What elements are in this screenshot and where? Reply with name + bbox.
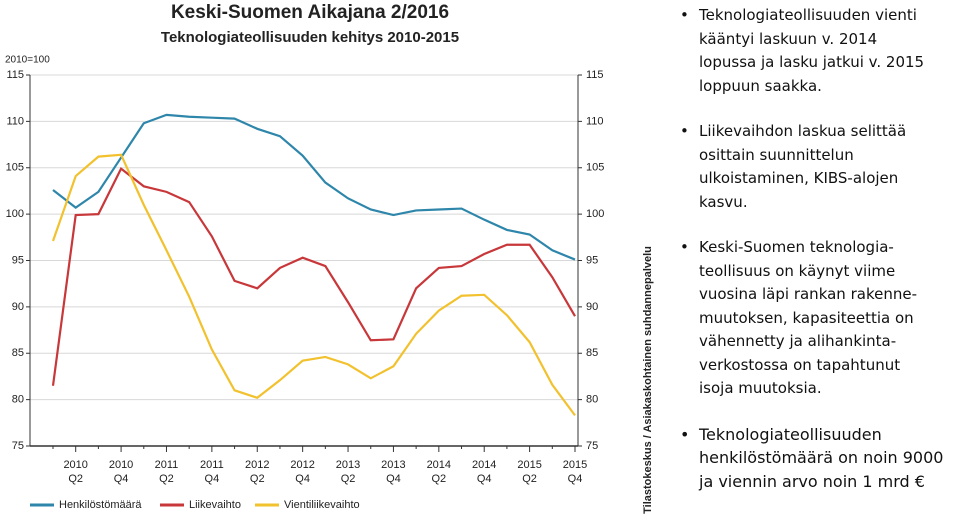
x-tick-label: 2015 Q4	[562, 459, 588, 485]
x-tick-label: 2010 Q2	[63, 459, 88, 485]
y2-tick-label: 110	[586, 115, 604, 127]
x-tick-label: 2013 Q2	[335, 459, 361, 485]
bullet-list: Teknologiateollisuuden vienti kääntyi la…	[672, 4, 960, 515]
legend-label: Liikevaihto	[189, 499, 241, 511]
x-tick-label: 2014 Q4	[471, 459, 497, 485]
series-line	[52, 113, 576, 261]
series-line	[51, 166, 576, 386]
y2-tick-label: 75	[586, 440, 598, 452]
y2-tick-label: 95	[586, 254, 598, 266]
bullet: Teknologiateollisuuden henkilöstömäärä o…	[672, 423, 960, 494]
y2-tick-label: 90	[586, 301, 598, 313]
source: Tilastokeskus / Asiakaskohtainen suhdann…	[642, 246, 654, 514]
x-tick-label: 2014 Q2	[426, 459, 452, 485]
chart-subtitle: Teknologiateollisuuden kehitys 2010-2015	[161, 29, 459, 46]
x-tick-label: 2010 Q4	[108, 459, 134, 485]
legend-label: Henkilöstömäärä	[59, 499, 142, 511]
x-tick-label: 2013 Q4	[381, 459, 406, 485]
bullet: Teknologiateollisuuden vienti kääntyi la…	[672, 4, 960, 98]
x-tick-label: 2011 Q2	[154, 459, 179, 485]
y-tick-label: 115	[6, 69, 24, 81]
y-tick-label: 80	[12, 394, 24, 406]
series-line	[51, 153, 576, 417]
x-tick-label: 2011 Q4	[200, 459, 224, 485]
x-tick-label: 2012 Q2	[245, 459, 270, 485]
bullet: Keski-Suomen teknologia- teollisuus on k…	[672, 236, 960, 401]
legend-label: Vientiliikevaihto	[284, 499, 360, 511]
y2-tick-label: 100	[586, 208, 604, 220]
y-tick-label: 105	[6, 162, 24, 174]
y2-tick-label: 115	[586, 69, 604, 81]
y2-tick-label: 85	[586, 347, 598, 359]
y-tick-label: 100	[6, 208, 24, 220]
y-unit-label: 2010=100	[5, 55, 50, 66]
chart-title: Keski-Suomen Aikajana 2/2016	[171, 2, 449, 23]
bullet: Liikevaihdon laskua selittää osittain su…	[672, 120, 960, 214]
y-tick-label: 95	[12, 254, 24, 266]
y-tick-label: 90	[12, 301, 24, 313]
y2-tick-label: 80	[586, 394, 598, 406]
x-tick-label: 2012 Q4	[290, 459, 315, 485]
x-tick-label: 2015 Q2	[517, 459, 542, 485]
y-tick-label: 85	[12, 347, 24, 359]
y2-tick-label: 105	[586, 162, 604, 174]
y-tick-label: 75	[12, 440, 24, 452]
y-tick-label: 110	[6, 115, 24, 127]
